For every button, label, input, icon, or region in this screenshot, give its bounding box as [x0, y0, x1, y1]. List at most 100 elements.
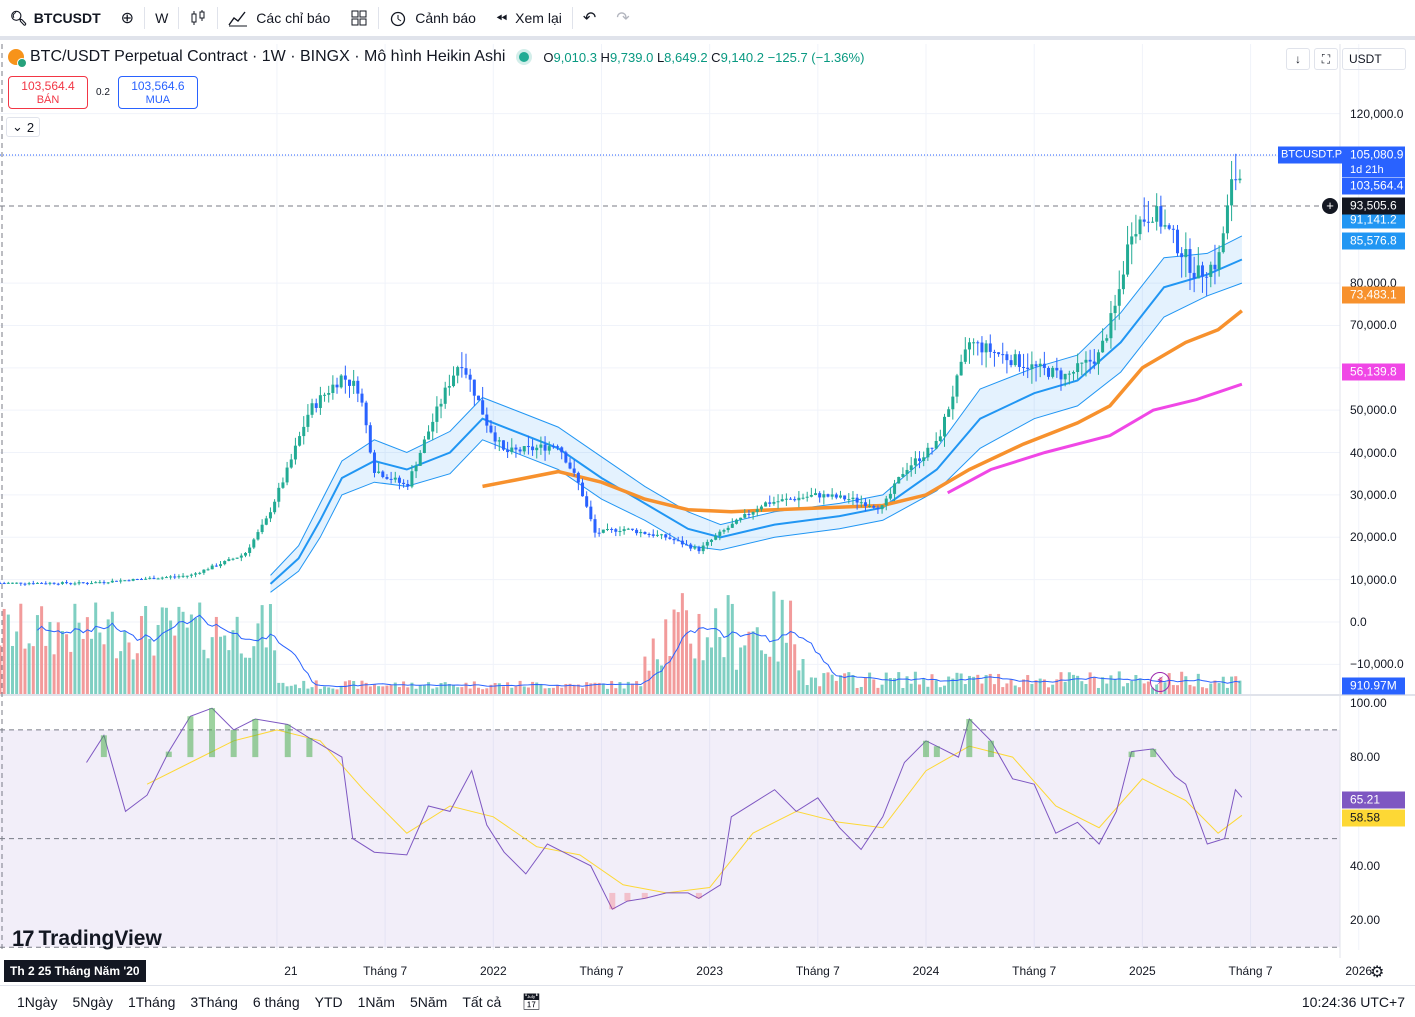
- volume-bar: [156, 624, 160, 694]
- volume-bar: [693, 658, 697, 694]
- volume-bar: [1205, 688, 1209, 694]
- volume-bar: [169, 620, 173, 694]
- range-button[interactable]: 1Năm: [357, 993, 395, 1010]
- candle: [123, 580, 127, 582]
- sell-button[interactable]: 103,564.4 BÁN: [8, 76, 88, 109]
- range-button[interactable]: YTD: [314, 993, 343, 1010]
- settings-gear-icon[interactable]: ⚙︎: [1370, 964, 1385, 981]
- range-button[interactable]: 3Tháng: [190, 993, 238, 1010]
- volume-bar: [289, 685, 293, 694]
- candle: [119, 580, 123, 582]
- candle: [289, 459, 293, 468]
- layouts-button[interactable]: [340, 0, 378, 36]
- candle: [1063, 373, 1067, 380]
- volume-bar: [872, 679, 876, 694]
- candle: [1142, 219, 1146, 222]
- volume-bar: [689, 643, 693, 694]
- volume-bar: [868, 672, 872, 694]
- candle: [90, 583, 94, 585]
- replay-button[interactable]: ⏪︎ Xem lại: [486, 0, 572, 36]
- market-status-icon[interactable]: [519, 52, 530, 62]
- candle: [293, 445, 297, 460]
- candle: [514, 447, 518, 450]
- candle: [368, 425, 372, 453]
- volume-bar: [1234, 676, 1238, 694]
- volume-bar: [734, 669, 738, 694]
- lightning-icon[interactable]: ⚡︎: [1150, 672, 1170, 692]
- candle: [1022, 366, 1026, 368]
- candle: [697, 547, 701, 552]
- undo-button[interactable]: ↶: [573, 0, 606, 36]
- tradingview-logo[interactable]: 17 TradingView: [12, 926, 162, 952]
- clock[interactable]: 10:24:36 UTC+7: [1301, 994, 1405, 1010]
- range-button[interactable]: 1Ngày: [17, 993, 58, 1010]
- volume-bar: [60, 630, 64, 694]
- symbol-search-button[interactable]: 🔍︎ BTCUSDT: [0, 0, 111, 36]
- candle: [219, 564, 223, 567]
- currency-label: USDT: [1349, 52, 1382, 66]
- range-button[interactable]: Tất cả: [462, 993, 502, 1010]
- range-button[interactable]: 6 tháng: [252, 993, 300, 1010]
- indicators-collapse-button[interactable]: ⌄ 2: [6, 117, 41, 137]
- candle: [564, 452, 568, 463]
- range-button[interactable]: 5Năm: [409, 993, 448, 1010]
- volume-bar: [56, 622, 60, 694]
- range-button[interactable]: 1Tháng: [127, 993, 176, 1010]
- chart-canvas[interactable]: [0, 44, 1415, 985]
- candle: [52, 582, 56, 584]
- chart-type-button[interactable]: [179, 0, 217, 36]
- candle: [705, 541, 709, 546]
- add-symbol-button[interactable]: ⊕: [111, 0, 144, 36]
- candle: [0, 583, 2, 585]
- redo-icon: ↷: [616, 10, 630, 27]
- chart-area[interactable]: [0, 44, 1415, 985]
- volume-bar: [972, 676, 976, 694]
- volume-bar: [102, 644, 106, 694]
- candle: [709, 539, 713, 542]
- crosshair-add-button[interactable]: +: [1322, 198, 1338, 214]
- volume-bar: [48, 621, 52, 694]
- candle: [1017, 354, 1021, 367]
- candle: [639, 532, 643, 534]
- volume-bar: [1121, 686, 1125, 694]
- volume-bar: [722, 657, 726, 694]
- volume-bar: [352, 680, 356, 694]
- volume-bar: [389, 684, 393, 694]
- candle: [576, 472, 580, 483]
- toolbar-divider: [178, 7, 180, 29]
- time-tick-label: 21: [284, 964, 298, 978]
- indicators-button[interactable]: Các chỉ báo: [218, 0, 340, 36]
- volume-bar: [23, 648, 27, 694]
- redo-button[interactable]: ↷: [606, 0, 639, 36]
- volume-bar: [81, 638, 85, 694]
- price-tick-label: 0.0: [1350, 614, 1367, 629]
- volume-bar: [202, 649, 206, 694]
- candle: [1076, 363, 1080, 373]
- candle: [102, 582, 106, 584]
- indicators-icon: [228, 11, 248, 27]
- volume-bar: [160, 607, 164, 694]
- candle: [185, 575, 189, 577]
- candle: [1126, 244, 1130, 275]
- volume-bar: [568, 683, 572, 694]
- volume-bar: [331, 688, 335, 694]
- volume-bar: [219, 636, 223, 694]
- interval-button[interactable]: W: [145, 0, 178, 36]
- alert-button[interactable]: Cảnh báo: [379, 0, 486, 36]
- candle: [1105, 338, 1109, 341]
- scroll-down-button[interactable]: ↓: [1286, 48, 1310, 70]
- buy-button[interactable]: 103,564.6 MUA: [117, 76, 198, 109]
- calendar-icon[interactable]: 📅︎: [521, 993, 542, 1011]
- chart-title[interactable]: BTC/USDT Perpetual Contract · 1W · BINGX…: [30, 48, 506, 65]
- fullscreen-button[interactable]: ⛶: [1314, 48, 1338, 70]
- chevron-down-icon: ⌄: [12, 119, 23, 134]
- candle: [893, 483, 897, 494]
- volume-bar: [69, 651, 73, 694]
- candle: [452, 375, 456, 387]
- volume-bar: [897, 672, 901, 694]
- candle: [439, 403, 443, 407]
- candle: [618, 531, 622, 533]
- currency-select[interactable]: USDT: [1342, 48, 1406, 70]
- range-button[interactable]: 5Ngày: [72, 993, 113, 1010]
- time-axis[interactable]: 21 Tháng 7 2022 Tháng 7 2023 Tháng 7 2024 Tháng…: [0, 958, 1415, 984]
